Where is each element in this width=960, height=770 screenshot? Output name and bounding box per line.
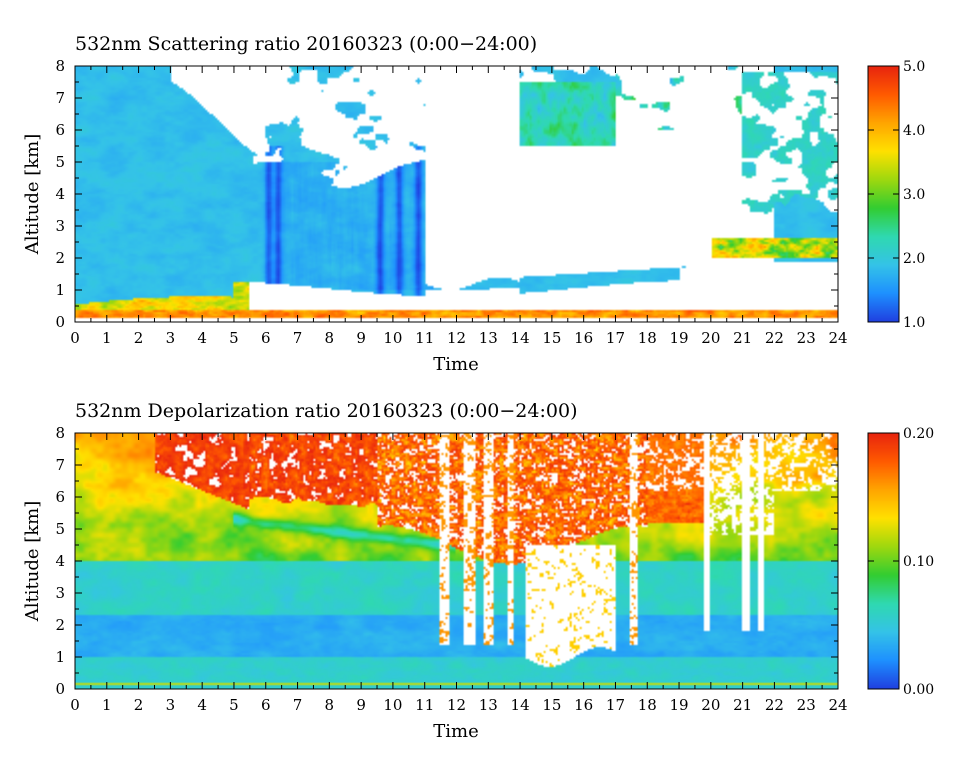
colorbar-tick-label: 4.0: [903, 123, 925, 139]
x-tick-label: 15: [542, 329, 561, 347]
x-tick-label: 2: [134, 696, 144, 714]
x-tick-label: 11: [415, 329, 434, 347]
x-tick-label: 24: [828, 696, 847, 714]
y-tick-label: 5: [55, 153, 65, 171]
x-tick-label: 1: [102, 696, 112, 714]
depolarization-ratio-y-axis: 0 1 2 3 4 5 6 7 8: [55, 424, 838, 698]
x-tick-label: 2: [134, 329, 144, 347]
y-tick-label: 0: [55, 313, 65, 331]
x-tick-label: 21: [733, 696, 752, 714]
x-tick-label: 18: [638, 329, 657, 347]
x-tick-label: 23: [797, 696, 816, 714]
scattering-ratio-panel: 532nm Scattering ratio 20160323 (0:00−24…: [22, 33, 925, 375]
colorbar-tick-label: 0.00: [903, 682, 934, 698]
x-tick-label: 3: [166, 696, 176, 714]
x-tick-label: 16: [574, 329, 593, 347]
x-tick-label: 0: [70, 329, 80, 347]
x-tick-label: 5: [229, 329, 239, 347]
x-tick-label: 19: [669, 329, 688, 347]
scattering-ratio-x-axis: 0 1 2 3 4 5 6 7 8 9 10 11 12 13 14 15 16 17 18 19 20 21 22 23 24: [70, 66, 848, 347]
y-tick-label: 7: [55, 456, 65, 474]
depolarization-ratio-heatmap: [75, 433, 838, 689]
x-tick-label: 7: [293, 696, 303, 714]
x-tick-label: 1: [102, 329, 112, 347]
x-tick-label: 7: [293, 329, 303, 347]
x-tick-label: 17: [606, 329, 625, 347]
x-tick-label: 16: [574, 696, 593, 714]
x-tick-label: 19: [669, 696, 688, 714]
x-tick-label: 20: [701, 329, 720, 347]
x-tick-label: 10: [383, 329, 402, 347]
y-tick-label: 0: [55, 680, 65, 698]
x-tick-label: 3: [166, 329, 176, 347]
x-tick-label: 14: [511, 329, 530, 347]
depolarization-ratio-x-label: Time: [433, 721, 478, 742]
y-tick-label: 7: [55, 89, 65, 107]
x-tick-label: 10: [383, 696, 402, 714]
colorbar-tick-label: 1.0: [903, 315, 925, 331]
scattering-ratio-x-label: Time: [433, 354, 478, 375]
y-tick-label: 3: [55, 217, 65, 235]
y-tick-label: 6: [55, 121, 65, 139]
x-tick-label: 4: [197, 696, 207, 714]
x-tick-label: 8: [325, 329, 335, 347]
depolarization-ratio-colorbar-ticks: 0.00 0.10 0.20: [868, 426, 934, 698]
x-tick-label: 18: [638, 696, 657, 714]
x-tick-label: 14: [511, 696, 530, 714]
y-tick-label: 5: [55, 520, 65, 538]
x-tick-label: 5: [229, 696, 239, 714]
x-tick-label: 15: [542, 696, 561, 714]
colorbar-tick-label: 3.0: [903, 187, 925, 203]
x-tick-label: 0: [70, 696, 80, 714]
y-tick-label: 1: [55, 281, 65, 299]
x-tick-label: 13: [479, 329, 498, 347]
depolarization-ratio-title: 532nm Depolarization ratio 20160323 (0:0…: [75, 400, 577, 422]
x-tick-label: 8: [325, 696, 335, 714]
x-tick-label: 21: [733, 329, 752, 347]
y-tick-label: 4: [55, 552, 65, 570]
x-tick-label: 20: [701, 696, 720, 714]
colorbar-tick-label: 5.0: [903, 59, 925, 75]
scattering-ratio-title: 532nm Scattering ratio 20160323 (0:00−24…: [75, 33, 537, 55]
x-tick-label: 4: [197, 329, 207, 347]
y-tick-label: 8: [55, 57, 65, 75]
x-tick-label: 22: [765, 696, 784, 714]
y-tick-label: 3: [55, 584, 65, 602]
x-tick-label: 23: [797, 329, 816, 347]
scattering-ratio-y-label: Altitude [km]: [22, 134, 43, 256]
x-tick-label: 9: [356, 329, 366, 347]
x-tick-label: 9: [356, 696, 366, 714]
y-tick-label: 8: [55, 424, 65, 442]
x-tick-label: 17: [606, 696, 625, 714]
depolarization-ratio-y-label: Altitude [km]: [22, 501, 43, 623]
colorbar-tick-label: 2.0: [903, 251, 925, 267]
y-tick-label: 2: [55, 616, 65, 634]
x-tick-label: 12: [447, 329, 466, 347]
x-tick-label: 6: [261, 329, 271, 347]
y-tick-label: 6: [55, 488, 65, 506]
depolarization-ratio-x-axis: 0 1 2 3 4 5 6 7 8 9 10 11 12 13 14 15 16 17 18 19 20 21 22 23 24: [70, 433, 848, 714]
y-tick-label: 1: [55, 648, 65, 666]
x-tick-label: 11: [415, 696, 434, 714]
x-tick-label: 6: [261, 696, 271, 714]
colorbar-tick-label: 0.10: [903, 554, 934, 570]
colorbar-tick-label: 0.20: [903, 426, 934, 442]
x-tick-label: 12: [447, 696, 466, 714]
scattering-ratio-y-axis: 0 1 2 3 4 5 6 7 8: [55, 57, 838, 331]
x-tick-label: 24: [828, 329, 847, 347]
scattering-ratio-heatmap: [75, 66, 838, 322]
x-tick-label: 22: [765, 329, 784, 347]
depolarization-ratio-panel: 532nm Depolarization ratio 20160323 (0:0…: [22, 400, 934, 742]
y-tick-label: 2: [55, 249, 65, 267]
scattering-ratio-colorbar-ticks: 1.0 2.0 3.0 4.0 5.0: [868, 59, 925, 331]
x-tick-label: 13: [479, 696, 498, 714]
y-tick-label: 4: [55, 185, 65, 203]
